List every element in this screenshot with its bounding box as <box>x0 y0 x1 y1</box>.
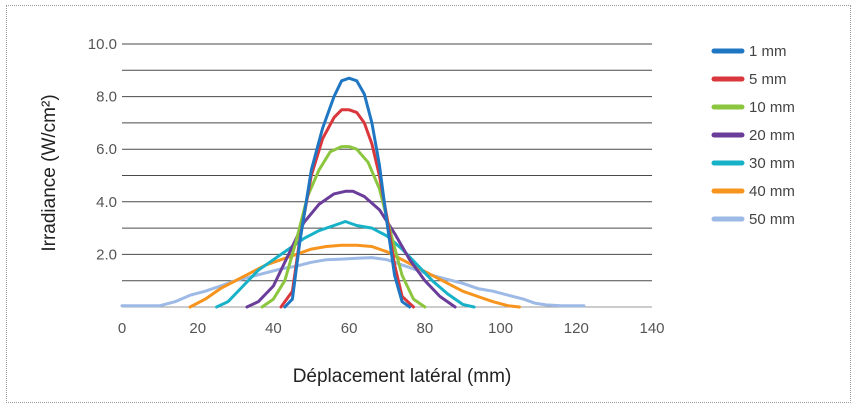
legend-label: 5 mm <box>749 71 787 88</box>
series-line-40-mm <box>188 243 521 309</box>
legend: 1 mm 5 mm 10 mm 20 mm 30 mm 40 mm 50 mm <box>711 43 795 228</box>
x-axis-ticks: 0 20 40 60 80 100 120 140 <box>118 320 665 337</box>
series-lines <box>120 76 586 309</box>
x-tick-label: 40 <box>265 320 282 337</box>
gridlines <box>122 43 652 308</box>
y-tick-label: 4.0 <box>96 194 117 211</box>
x-tick-label: 0 <box>118 320 126 337</box>
series-line-20-mm <box>245 189 457 309</box>
x-tick-label: 60 <box>341 320 358 337</box>
x-tick-label: 20 <box>189 320 206 337</box>
series-line-50-mm <box>120 256 586 308</box>
y-tick-label: 6.0 <box>96 141 117 158</box>
x-tick-label: 100 <box>488 320 513 337</box>
series-line-30-mm <box>215 220 476 309</box>
chart-frame <box>6 5 851 403</box>
y-tick-label: 10.0 <box>88 36 117 53</box>
x-tick-label: 140 <box>639 320 664 337</box>
legend-label: 40 mm <box>749 183 795 200</box>
y-axis-label: Irradiance (W/cm²) <box>39 94 60 251</box>
y-tick-label: 8.0 <box>96 89 117 106</box>
legend-label: 10 mm <box>749 99 795 116</box>
x-tick-label: 120 <box>564 320 589 337</box>
series-line-10-mm <box>260 145 427 309</box>
series-line-1-mm <box>283 76 412 309</box>
x-tick-label: 80 <box>417 320 434 337</box>
legend-label: 1 mm <box>749 43 787 60</box>
x-axis-label: Déplacement latéral (mm) <box>293 366 512 387</box>
y-tick-label: 2.0 <box>96 246 117 263</box>
legend-label: 20 mm <box>749 127 795 144</box>
legend-label: 50 mm <box>749 211 795 228</box>
y-axis-ticks: 2.0 4.0 6.0 8.0 10.0 <box>88 36 117 263</box>
legend-label: 30 mm <box>749 155 795 172</box>
